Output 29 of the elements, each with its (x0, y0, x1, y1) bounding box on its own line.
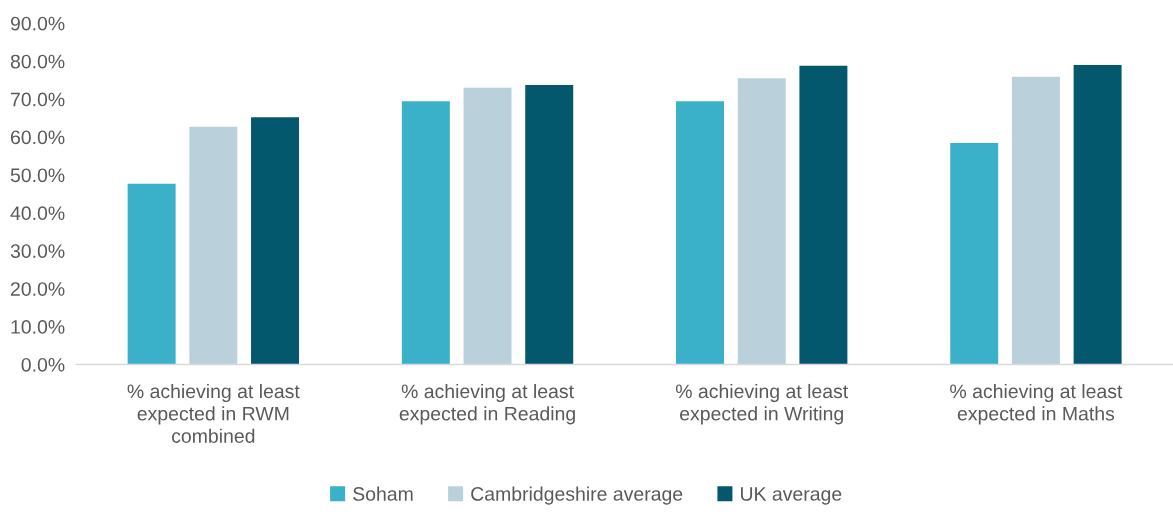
y-tick-label: 30.0% (10, 244, 65, 258)
legend-label: Cambridgeshire average (471, 486, 683, 505)
x-tick-label: % achieving at least expected in RWM combined (127, 383, 300, 443)
y-tick-label: 40.0% (10, 206, 65, 221)
bar (737, 78, 786, 365)
y-tick-label: 10.0% (11, 320, 65, 334)
bar (127, 183, 176, 365)
bar (799, 65, 848, 365)
y-tick-label: 60.0% (10, 130, 65, 145)
y-tick-label: 0.0% (21, 357, 65, 372)
y-tick-label: 70.0% (11, 92, 65, 107)
x-tick-label: % achieving at least expected in Reading (399, 383, 575, 425)
bar (401, 101, 450, 365)
y-tick-label: 20.0% (10, 282, 65, 296)
y-tick-label: 80.0% (10, 54, 65, 69)
bar (525, 85, 574, 365)
legend-label: Soham (353, 486, 413, 501)
bar (463, 87, 512, 365)
bar (251, 117, 300, 365)
x-tick-label: % achieving at least expected in Maths (950, 383, 1123, 425)
bar (950, 143, 999, 365)
x-tick-label: % achieving at least expected in Writing (675, 383, 849, 425)
bar (189, 126, 238, 365)
bar (676, 101, 725, 365)
legend-label: UK average (741, 487, 842, 505)
y-tick-label: 50.0% (10, 168, 65, 183)
bar (1011, 76, 1060, 365)
bar (1073, 64, 1122, 365)
y-tick-label: 90.0% (10, 16, 65, 31)
